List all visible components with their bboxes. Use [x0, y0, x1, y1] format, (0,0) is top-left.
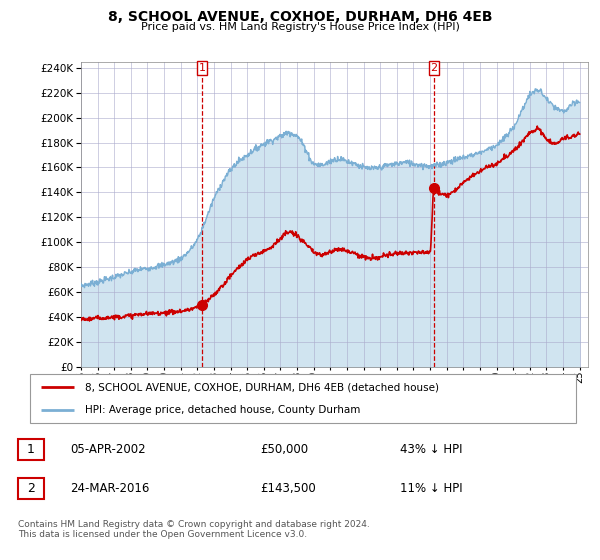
- Text: £143,500: £143,500: [260, 482, 316, 494]
- Text: 1: 1: [199, 63, 205, 73]
- Bar: [18, 440, 44, 460]
- Text: 05-APR-2002: 05-APR-2002: [70, 444, 146, 456]
- Text: 11% ↓ HPI: 11% ↓ HPI: [400, 482, 463, 494]
- Text: 2: 2: [27, 482, 35, 494]
- Text: HPI: Average price, detached house, County Durham: HPI: Average price, detached house, Coun…: [85, 405, 360, 416]
- Text: 8, SCHOOL AVENUE, COXHOE, DURHAM, DH6 4EB: 8, SCHOOL AVENUE, COXHOE, DURHAM, DH6 4E…: [108, 10, 492, 24]
- Text: 24-MAR-2016: 24-MAR-2016: [70, 482, 149, 494]
- FancyBboxPatch shape: [30, 374, 576, 423]
- Text: 1: 1: [27, 444, 35, 456]
- Text: Contains HM Land Registry data © Crown copyright and database right 2024.
This d: Contains HM Land Registry data © Crown c…: [18, 520, 370, 539]
- Bar: [18, 478, 44, 498]
- Text: 8, SCHOOL AVENUE, COXHOE, DURHAM, DH6 4EB (detached house): 8, SCHOOL AVENUE, COXHOE, DURHAM, DH6 4E…: [85, 382, 439, 393]
- Text: £50,000: £50,000: [260, 444, 308, 456]
- Text: 2: 2: [430, 63, 437, 73]
- Text: Price paid vs. HM Land Registry's House Price Index (HPI): Price paid vs. HM Land Registry's House …: [140, 22, 460, 32]
- Text: 43% ↓ HPI: 43% ↓ HPI: [400, 444, 463, 456]
